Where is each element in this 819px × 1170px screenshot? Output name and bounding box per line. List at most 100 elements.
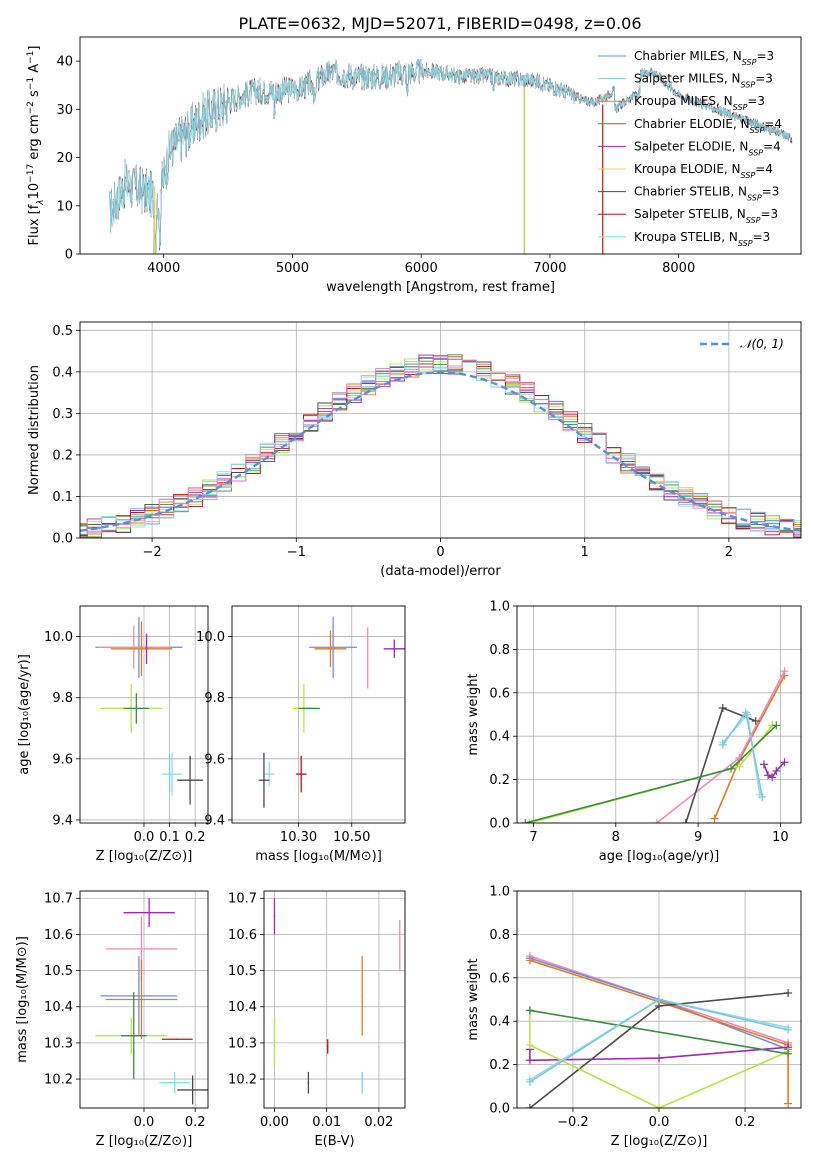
plus-marker	[521, 819, 530, 823]
plot-area	[517, 891, 801, 1108]
data-point	[176, 1038, 179, 1041]
errorbar-point	[361, 1071, 363, 1094]
axes-frame	[79, 605, 209, 824]
y-tick-label: 0.8	[489, 643, 510, 658]
y-tick-label: 10.2	[228, 1073, 257, 1088]
data-point	[140, 998, 143, 1001]
plus-marker	[780, 758, 789, 767]
y-tick-label: 10	[56, 199, 73, 214]
x-axis-label: Z [log₁₀(Z/Z⊙)]	[96, 1134, 193, 1149]
data-point	[393, 647, 396, 650]
histogram-salpeter-stelib	[80, 357, 801, 536]
plot-area	[264, 891, 405, 1108]
errorbar-point	[295, 755, 307, 793]
series-line-kroupa-stelib	[109, 58, 792, 254]
plot-area	[232, 606, 405, 823]
y-tick-label: 9.8	[204, 691, 225, 706]
y-axis-label: Flux [fλ10−17 erg cm−2 s−1 A−1]	[26, 46, 46, 246]
histogram-chabrier-stelib	[80, 360, 801, 536]
x-tick-label: 10.50	[333, 830, 370, 845]
data-point	[132, 1034, 135, 1037]
data-point	[300, 773, 303, 775]
y-tick-label: 10.7	[44, 892, 73, 907]
x-tick-label: 9	[694, 830, 702, 845]
legend-label: Chabrier MILES, NSSP=3	[634, 49, 774, 67]
y-tick-label: 0	[65, 248, 73, 263]
data-point	[273, 915, 276, 918]
panel-age-vs-mass: 10.30 10.50 9.4 9.6 9.8 10.0 mass [log₁₀(M/M⊙)…	[196, 605, 406, 864]
plus-marker	[741, 708, 750, 717]
series-line	[713, 675, 786, 820]
plus-marker	[525, 956, 534, 965]
series-line	[529, 959, 789, 1104]
histogram-chabrier-miles	[80, 357, 801, 538]
x-tick-label: 1	[581, 545, 589, 560]
series-line	[529, 1046, 789, 1062]
axes-frame	[79, 36, 802, 255]
data-point	[366, 657, 369, 659]
series-line-salpeter-miles	[109, 58, 793, 254]
y-tick-label: 9.8	[52, 691, 73, 706]
legend-label: Kroupa MILES, NSSP=3	[634, 94, 765, 112]
panel-spectrum: 4000 5000 6000 7000 8000 0 10 20 30 40 wavelength …	[26, 36, 802, 295]
plus-marker	[718, 703, 727, 712]
y-tick-label: 1.0	[489, 600, 510, 615]
data-point	[361, 1081, 363, 1084]
y-axis-label: mass weight	[466, 673, 481, 755]
plus-marker	[784, 1049, 793, 1058]
plus-marker	[784, 1099, 793, 1108]
plus-marker	[655, 1054, 663, 1063]
x-tick-label: −0.2	[557, 1115, 589, 1130]
errorbar-point	[123, 693, 150, 724]
x-tick-label: 8000	[662, 261, 695, 276]
series-line-chabrier-elodie	[109, 58, 793, 254]
data-point	[398, 944, 401, 947]
plot-area	[109, 58, 793, 254]
y-tick-label: 0.4	[52, 365, 73, 380]
data-point	[138, 995, 140, 997]
plus-marker	[727, 764, 736, 773]
errorbar-point	[110, 621, 173, 677]
errorbar-point	[97, 625, 170, 669]
legend-label: Salpeter MILES, NSSP=3	[634, 72, 773, 90]
errorbar-point	[366, 627, 369, 689]
y-tick-label: 10.6	[44, 928, 73, 943]
x-tick-label: 6000	[405, 261, 438, 276]
x-tick-label: −2	[143, 545, 162, 560]
axes-frame	[263, 890, 406, 1109]
y-tick-label: 9.6	[204, 752, 225, 767]
errorbar-point	[120, 992, 147, 1080]
data-point	[140, 948, 143, 950]
x-tick-label: 7000	[533, 261, 566, 276]
x-tick-label: 0	[436, 545, 444, 560]
y-tick-label: 10.4	[228, 1000, 257, 1015]
histogram-pink	[80, 356, 801, 534]
errorbar-point	[177, 755, 203, 805]
data-point	[263, 779, 265, 782]
data-point	[148, 911, 150, 914]
legend-label: Salpeter ELODIE, NSSP=4	[634, 139, 781, 157]
plus-marker	[784, 1025, 793, 1034]
plot-area	[517, 606, 801, 823]
x-tick-label: 10	[772, 830, 789, 845]
legend-label: 𝒩(0, 1)	[740, 337, 784, 351]
plus-marker	[751, 717, 760, 726]
errorbar-point	[307, 1071, 310, 1094]
panel-massweight-vs-age: 7 8 9 10 0.0 0.2 0.4 0.6 0.8 1.0 age [log₁₀(age/yr…	[466, 600, 802, 864]
errorbar-point	[398, 919, 401, 971]
axes-frame	[516, 605, 802, 824]
y-axis-label: mass [log₁₀(M/M⊙)]	[15, 936, 30, 1063]
y-tick-label: 0.0	[489, 1102, 510, 1117]
y-axis-label: Normed distribution	[27, 365, 42, 495]
y-tick-label: 10.3	[228, 1036, 257, 1051]
legend-label: Chabrier STELIB, NSSP=3	[634, 185, 779, 203]
errorbar-point	[298, 707, 320, 710]
x-tick-label: 8	[612, 830, 620, 845]
errorbar-point	[145, 633, 148, 665]
plus-marker	[525, 1104, 534, 1108]
y-tick-label: 10.5	[228, 964, 257, 979]
y-axis-label: age [log₁₀(age/yr)]	[17, 654, 32, 775]
series-line	[529, 1009, 789, 1055]
x-tick-label: 0.00	[260, 1115, 289, 1130]
